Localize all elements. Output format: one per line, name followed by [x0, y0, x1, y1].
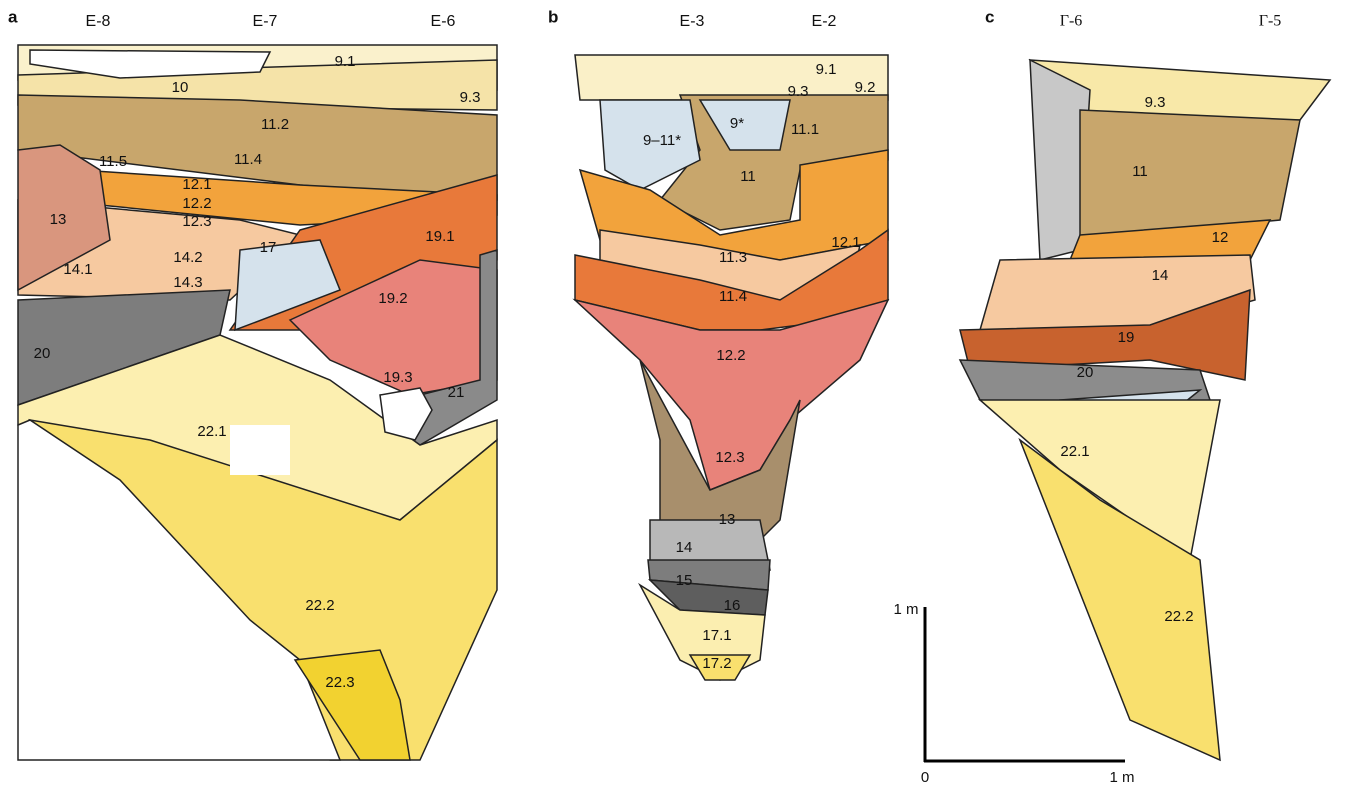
layer-label: 9.2: [855, 79, 876, 96]
layer-label: 19.3: [383, 369, 412, 386]
layer-label: 11: [1132, 163, 1148, 180]
layer-label: 20: [1077, 364, 1094, 381]
layer-label: 11: [740, 168, 756, 185]
panel-letter: b: [548, 7, 558, 26]
layer-label: 17.2: [702, 655, 731, 672]
layer-label: 9.3: [788, 83, 809, 100]
layer-label: 19.2: [378, 290, 407, 307]
layer-label: 12.3: [182, 213, 211, 230]
square-label: E-8: [86, 13, 111, 30]
square-label: Γ-6: [1060, 13, 1083, 30]
layer-label: 12.2: [716, 347, 745, 364]
square-label: Γ-5: [1259, 13, 1282, 30]
layer-label: 21: [448, 384, 465, 401]
layer-label: 19.1: [425, 228, 454, 245]
layer-label: 14: [676, 539, 693, 556]
layer-label: 9.3: [1145, 94, 1166, 111]
layer-label: 22.2: [305, 597, 334, 614]
layer-label: 9.1: [816, 61, 837, 78]
layer-label: 11.5: [99, 153, 127, 170]
layer-label: 22.2: [1164, 608, 1193, 625]
layer-label: 11.4: [234, 151, 262, 168]
layer-label: 14.1: [63, 261, 92, 278]
layer-label: 17.1: [702, 627, 731, 644]
layer-fill: [230, 425, 290, 475]
layer-label: 12.1: [831, 234, 860, 251]
layer-label: 10: [172, 79, 189, 96]
square-label: E-7: [253, 13, 278, 30]
layer-label: 14.3: [173, 274, 202, 291]
layer-label: 22.3: [325, 674, 354, 691]
layer-label: 11.4: [719, 288, 747, 305]
layer-label: 15: [676, 572, 693, 589]
layer-label: 14: [1152, 267, 1169, 284]
layer-label: 19: [1118, 329, 1135, 346]
layer-label: 12.2: [182, 195, 211, 212]
section-b: [575, 55, 888, 680]
layer-label: 9.3: [460, 89, 481, 106]
layer-fill: [575, 55, 888, 100]
scale-label: 1 m: [893, 601, 918, 618]
layer-label: 22.1: [197, 423, 226, 440]
layer-label: 20: [34, 345, 51, 362]
layer-label: 12.1: [182, 176, 211, 193]
square-label: E-2: [812, 13, 837, 30]
layer-label: 12: [1212, 229, 1229, 246]
layer-label: 13: [719, 511, 736, 528]
layer-label: 13: [50, 211, 67, 228]
panel-letter: a: [8, 7, 18, 26]
layer-label: 12.3: [715, 449, 744, 466]
square-label: E-6: [431, 13, 456, 30]
layer-label: 22.1: [1060, 443, 1089, 460]
layer-label: 17: [260, 239, 277, 256]
layer-label: 9–11*: [643, 132, 681, 149]
panel-letter: c: [985, 7, 994, 26]
layer-label: 11.2: [261, 116, 289, 133]
layer-label: 16: [724, 597, 741, 614]
layer-label: 11.3: [719, 249, 747, 266]
layer-label: 11.1: [791, 121, 819, 138]
scale-label: 1 m: [1109, 769, 1134, 786]
layer-label: 9*: [730, 115, 744, 132]
stratigraphy-figure: 1 m 0 1 m a E-8 E-7 E-6 9.1 10 9.3 11.2 11.5 11.4…: [0, 0, 1356, 788]
square-label: E-3: [680, 13, 705, 30]
layer-label: 14.2: [173, 249, 202, 266]
layer-label: 9.1: [335, 53, 356, 70]
scale-label: 0: [921, 769, 929, 786]
